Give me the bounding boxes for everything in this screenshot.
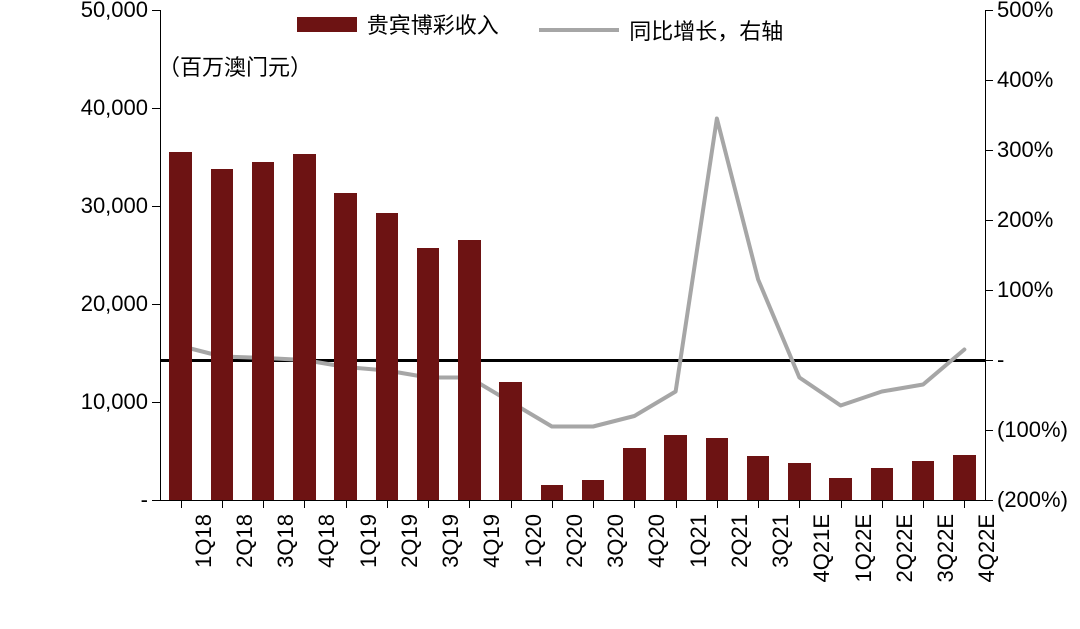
y-left-tick-label: - bbox=[141, 487, 148, 513]
x-tick bbox=[428, 500, 429, 508]
x-tick-label: 3Q18 bbox=[273, 514, 299, 614]
bar bbox=[458, 240, 481, 500]
bar bbox=[376, 213, 399, 500]
x-tick bbox=[841, 500, 842, 508]
x-axis bbox=[160, 500, 985, 501]
x-tick-label: 2Q21 bbox=[727, 514, 753, 614]
x-tick-label: 4Q18 bbox=[314, 514, 340, 614]
x-tick-label: 1Q18 bbox=[191, 514, 217, 614]
x-tick-label: 1Q19 bbox=[356, 514, 382, 614]
x-tick bbox=[387, 500, 388, 508]
x-tick-label: 3Q19 bbox=[438, 514, 464, 614]
bar bbox=[169, 152, 192, 500]
x-tick-label: 2Q19 bbox=[397, 514, 423, 614]
bar bbox=[541, 485, 564, 500]
y-left-tick bbox=[152, 206, 160, 207]
bar bbox=[788, 463, 811, 500]
x-tick bbox=[923, 500, 924, 508]
x-tick bbox=[882, 500, 883, 508]
x-tick bbox=[964, 500, 965, 508]
x-tick-label: 4Q22E bbox=[974, 514, 1000, 614]
x-tick bbox=[222, 500, 223, 508]
x-tick-label: 1Q20 bbox=[521, 514, 547, 614]
y-left-axis bbox=[160, 10, 161, 500]
chart-container: 贵宾博彩收入 同比增长，右轴 （百万澳门元） -10,00020,00030,0… bbox=[0, 0, 1080, 629]
x-tick bbox=[511, 500, 512, 508]
x-tick bbox=[304, 500, 305, 508]
y-left-tick bbox=[152, 108, 160, 109]
x-tick bbox=[593, 500, 594, 508]
y-right-tick bbox=[985, 150, 993, 151]
y-right-tick bbox=[985, 360, 993, 361]
bar bbox=[912, 461, 935, 500]
y-right-tick-label: (200%) bbox=[997, 487, 1068, 513]
x-tick bbox=[181, 500, 182, 508]
x-tick-label: 2Q22E bbox=[892, 514, 918, 614]
x-tick bbox=[717, 500, 718, 508]
y-right-tick-label: 300% bbox=[997, 137, 1053, 163]
bar bbox=[334, 193, 357, 500]
y-right-tick-label: 200% bbox=[997, 207, 1053, 233]
line-series-svg bbox=[160, 10, 985, 500]
y-left-tick-label: 20,000 bbox=[81, 291, 148, 317]
y-left-tick-label: 10,000 bbox=[81, 389, 148, 415]
bar bbox=[417, 248, 440, 500]
x-tick-label: 1Q22E bbox=[851, 514, 877, 614]
x-tick-label: 3Q20 bbox=[603, 514, 629, 614]
y-right-tick bbox=[985, 10, 993, 11]
bar bbox=[623, 448, 646, 500]
y-right-tick-label: 400% bbox=[997, 67, 1053, 93]
x-tick-label: 4Q19 bbox=[479, 514, 505, 614]
x-tick-label: 1Q21 bbox=[686, 514, 712, 614]
bar bbox=[252, 162, 275, 500]
bar bbox=[293, 154, 316, 500]
bar bbox=[829, 478, 852, 500]
bar bbox=[706, 438, 729, 500]
x-tick-label: 3Q21 bbox=[768, 514, 794, 614]
plot-area bbox=[160, 10, 985, 500]
bar bbox=[747, 456, 770, 500]
y-right-tick-label: 500% bbox=[997, 0, 1053, 23]
bar bbox=[499, 382, 522, 500]
y-right-tick-label: (100%) bbox=[997, 417, 1068, 443]
x-tick bbox=[799, 500, 800, 508]
y-right-axis bbox=[985, 10, 986, 500]
y-left-tick-label: 50,000 bbox=[81, 0, 148, 23]
x-tick bbox=[263, 500, 264, 508]
x-tick-label: 4Q21E bbox=[809, 514, 835, 614]
y-right-tick-label: - bbox=[997, 347, 1004, 373]
y-right-tick-label: 100% bbox=[997, 277, 1053, 303]
y-left-tick-label: 40,000 bbox=[81, 95, 148, 121]
x-tick bbox=[552, 500, 553, 508]
x-tick-label: 4Q20 bbox=[644, 514, 670, 614]
x-tick bbox=[758, 500, 759, 508]
y-left-tick bbox=[152, 304, 160, 305]
x-tick bbox=[634, 500, 635, 508]
y-left-tick bbox=[152, 500, 160, 501]
y-left-tick bbox=[152, 402, 160, 403]
y-right-tick bbox=[985, 500, 993, 501]
x-tick bbox=[469, 500, 470, 508]
y-right-tick bbox=[985, 80, 993, 81]
y-right-tick bbox=[985, 430, 993, 431]
bar bbox=[953, 455, 976, 500]
bar bbox=[664, 435, 687, 500]
y-right-tick bbox=[985, 220, 993, 221]
y-left-tick bbox=[152, 10, 160, 11]
bar bbox=[211, 169, 234, 500]
x-tick-label: 2Q20 bbox=[562, 514, 588, 614]
x-tick-label: 3Q22E bbox=[933, 514, 959, 614]
x-tick-label: 2Q18 bbox=[232, 514, 258, 614]
bar bbox=[582, 480, 605, 500]
x-tick bbox=[346, 500, 347, 508]
y-right-tick bbox=[985, 290, 993, 291]
x-tick bbox=[676, 500, 677, 508]
y-left-tick-label: 30,000 bbox=[81, 193, 148, 219]
bar bbox=[871, 468, 894, 500]
